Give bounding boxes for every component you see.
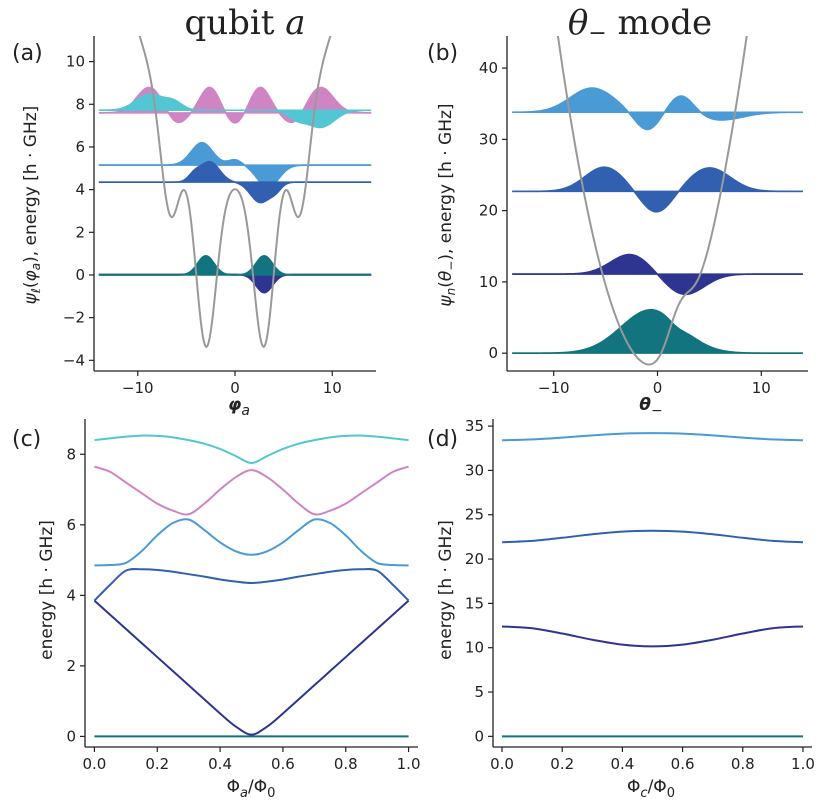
y-tick-label: 0: [75, 266, 85, 284]
series-line-5: [94, 434, 409, 465]
x-tick-label: 0.0: [490, 755, 514, 773]
panel-label-a: (a): [12, 41, 43, 66]
series-line-2: [93, 568, 410, 602]
x-tick-label: 0.4: [208, 755, 232, 773]
panel-a-plot-area: [98, 36, 372, 348]
potential-curve: [138, 36, 332, 348]
y-tick-label: 0: [488, 344, 498, 362]
y-tick-label: 15: [465, 594, 484, 612]
x-tick-label: 0: [230, 379, 240, 397]
title-qubit-a: qubit a: [184, 3, 305, 43]
x-tick-label: 10: [752, 379, 771, 397]
y-tick-label: 20: [479, 202, 498, 220]
y-tick-label: 6: [75, 138, 85, 156]
y-tick-label: 8: [75, 95, 85, 113]
x-tick-label: 10: [323, 379, 342, 397]
x-tick-label: 1.0: [791, 755, 815, 773]
panel-label-c: (c): [12, 427, 41, 452]
x-tick-label: 0.6: [271, 755, 295, 773]
xlabel-b: θ−: [639, 395, 662, 419]
y-tick-label: 0: [474, 727, 484, 745]
ylabel-b: ψn(θ−), energy [h · GHz]: [436, 103, 458, 306]
x-tick-label: 0.8: [731, 755, 755, 773]
panel-label-d: (d): [427, 427, 458, 452]
y-tick-label: 2: [75, 223, 85, 241]
y-tick-label: 2: [66, 657, 76, 675]
wavefunction-level-1-line: [98, 264, 372, 294]
x-tick-label: 1.0: [397, 755, 421, 773]
y-tick-label: −2: [63, 309, 85, 327]
panel-c-plot-area: [93, 434, 410, 738]
x-tick-label: −10: [538, 379, 570, 397]
x-tick-label: 0.8: [334, 755, 358, 773]
panel-b-wavefunctions: 0 10 20 30 40 −10 0 10: [479, 36, 808, 397]
y-tick-label: 4: [66, 586, 76, 604]
panel-d-spectrum: 0 5 10 15 20 25 30 35 0.0 0.2 0.4 0.6 0.8 1.0: [465, 417, 815, 773]
xlabel-a: φa: [228, 395, 250, 419]
series-line-1: [93, 599, 410, 736]
wavefunction-level-0-line: [98, 254, 372, 276]
xlabel-d: Φc/Φ0: [627, 777, 675, 801]
x-tick-label: −10: [122, 379, 154, 397]
wavefunction-level-0-fill: [512, 309, 803, 354]
y-tick-label: 0: [66, 727, 76, 745]
wavefunction-level-4-line: [98, 86, 372, 124]
y-tick-label: −4: [63, 351, 85, 369]
series-line-3: [502, 432, 803, 442]
y-tick-label: 10: [479, 273, 498, 291]
y-tick-label: 6: [66, 516, 76, 534]
wavefunction-level-2-line: [512, 166, 803, 213]
y-tick-label: 10: [66, 53, 85, 71]
panel-c-spectrum: 0 2 4 6 8 0.0 0.2 0.4 0.6 0.8 1.0: [66, 419, 421, 773]
panel-d-plot-area: [501, 432, 804, 738]
series-line-4: [94, 465, 409, 516]
y-tick-label: 30: [465, 461, 484, 479]
xlabel-c: Φa/Φ0: [227, 777, 276, 801]
y-tick-label: 5: [474, 683, 484, 701]
ylabel-d: energy [h · GHz]: [436, 520, 456, 660]
y-tick-label: 30: [479, 130, 498, 148]
x-tick-label: 0.4: [610, 755, 634, 773]
y-tick-label: 25: [465, 506, 484, 524]
series-line-1: [501, 625, 804, 648]
x-tick-label: 0.6: [671, 755, 695, 773]
y-tick-label: 8: [66, 445, 76, 463]
panel-a-wavefunctions: −4 −2 0 2 4 6 8 10 −10 0 10: [63, 36, 376, 397]
y-tick-label: 20: [465, 550, 484, 568]
series-line-2: [501, 529, 804, 544]
y-tick-label: 40: [479, 59, 498, 77]
x-tick-label: 0.2: [550, 755, 574, 773]
panel-label-b: (b): [427, 41, 458, 66]
x-tick-label: 0.2: [145, 755, 169, 773]
wavefunction-level-1-fill: [98, 264, 372, 293]
y-tick-label: 35: [465, 417, 484, 435]
ylabel-a: ψℓ(φa), energy [h · GHz]: [21, 106, 43, 305]
wavefunction-level-5-fill: [98, 94, 372, 128]
title-theta-mode: θ− mode: [568, 3, 712, 46]
y-tick-label: 4: [75, 181, 85, 199]
y-tick-label: 10: [465, 639, 484, 657]
wavefunction-level-0-fill: [98, 255, 372, 275]
wavefunction-level-2-fill: [512, 167, 803, 212]
ylabel-c: energy [h · GHz]: [37, 520, 57, 660]
panel-b-plot-area: [512, 36, 803, 366]
series-line-3: [94, 518, 409, 567]
potential-curve: [556, 36, 748, 366]
x-tick-label: 0: [653, 379, 663, 397]
wavefunction-level-3-line: [512, 87, 803, 131]
x-tick-label: 0.0: [82, 755, 106, 773]
